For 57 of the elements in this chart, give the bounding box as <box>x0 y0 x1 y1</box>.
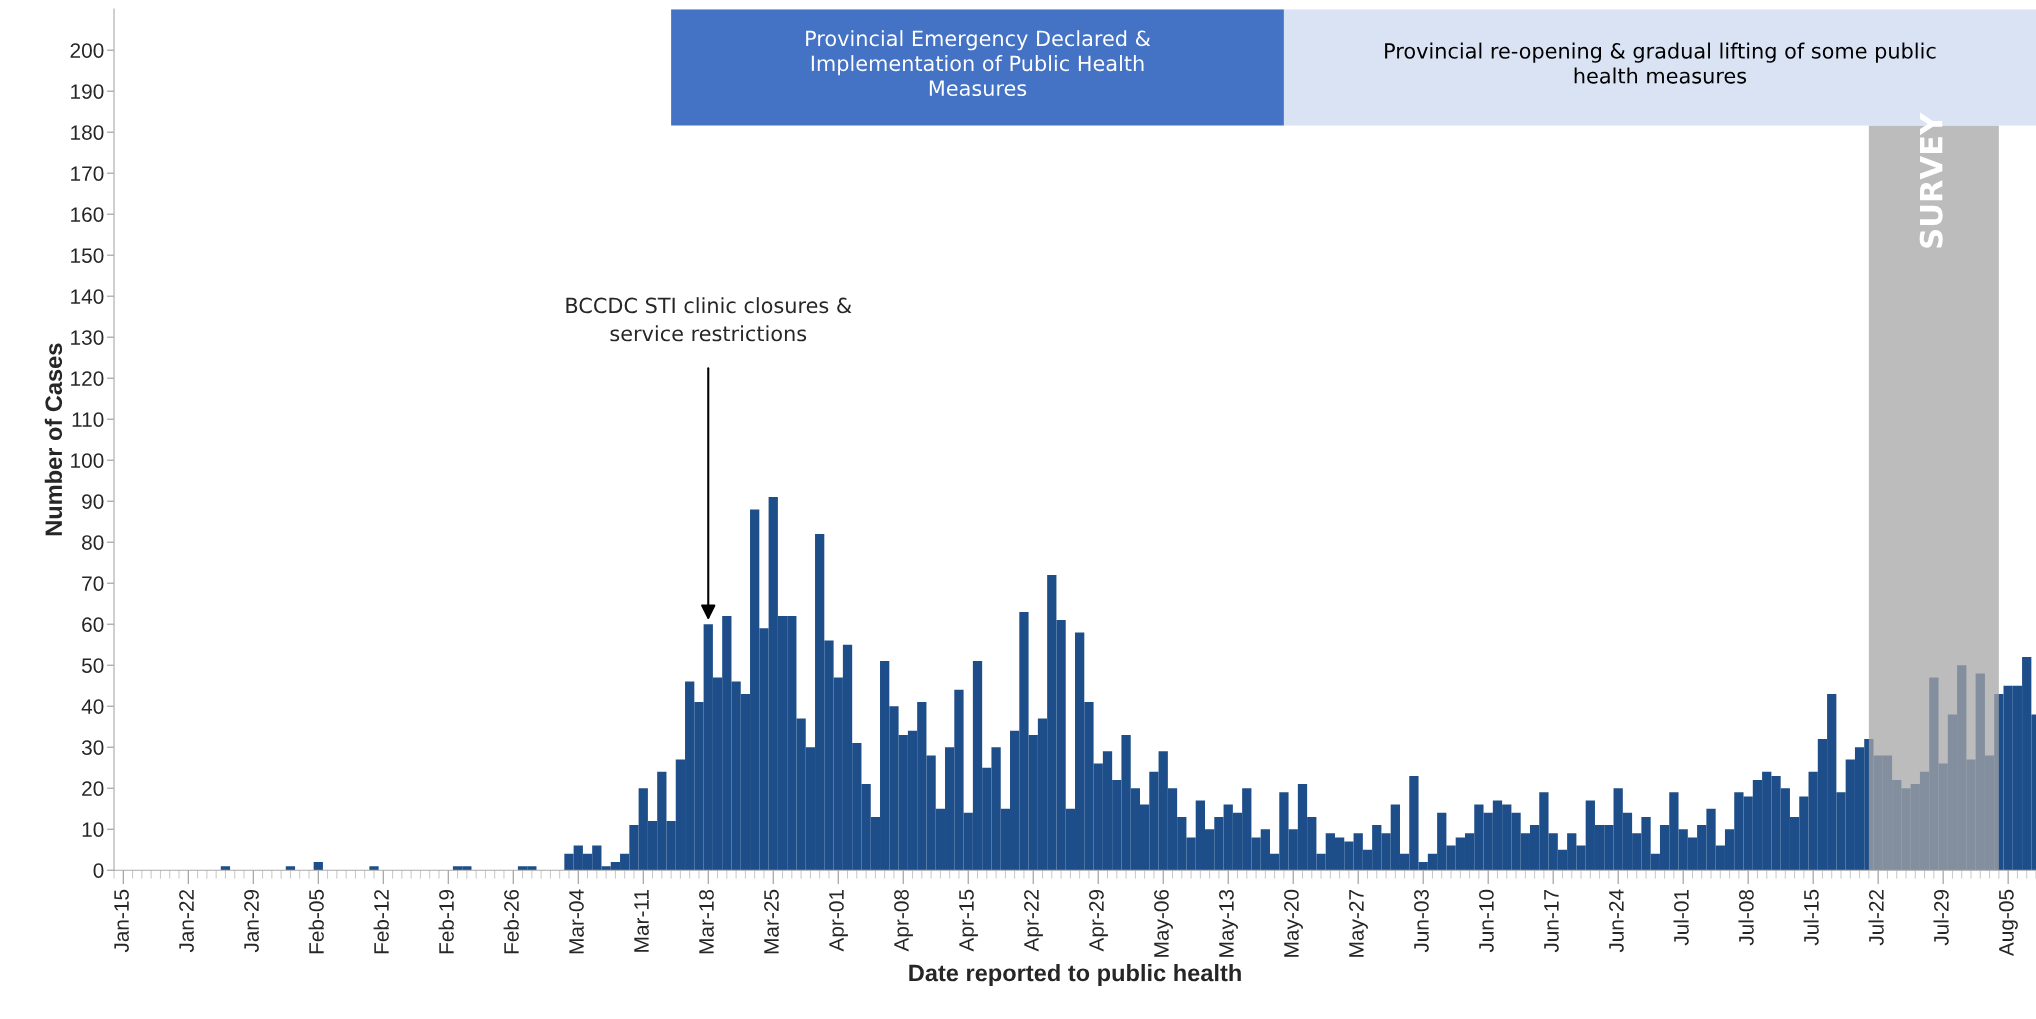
y-axis-title: Number of Cases <box>44 343 63 536</box>
y-tick-label: 130 <box>71 330 104 345</box>
x-tick-label: May-06 <box>1154 889 1173 957</box>
x-tick-label: Mar-18 <box>699 889 714 954</box>
x-tick-label: Apr-15 <box>959 889 978 952</box>
x-tick-label: Jun-17 <box>1544 890 1559 953</box>
y-tick-label: 60 <box>82 617 104 632</box>
x-tick-label: Apr-08 <box>894 889 913 952</box>
y-tick-label: 90 <box>82 494 104 509</box>
x-tick-label: Aug-05 <box>1998 889 2018 957</box>
x-axis-title: Date reported to public health <box>909 963 1241 986</box>
y-tick-label: 30 <box>81 740 104 755</box>
x-tick-label: Jun-03 <box>1414 889 1429 953</box>
y-tick-label: 70 <box>82 576 104 591</box>
band-label: Provincial re-opening & gradual lifting of some public health measures <box>1385 42 1936 84</box>
x-tick-label: May-20 <box>1284 889 1303 957</box>
x-tick-label: May-27 <box>1349 890 1368 957</box>
y-tick-label: 200 <box>70 43 104 58</box>
y-tick-label: 110 <box>72 412 104 427</box>
x-tick-label: Jul-22 <box>1868 890 1884 946</box>
y-tick-label: 190 <box>71 84 104 99</box>
y-tick-label: 100 <box>71 453 104 468</box>
band-label: SURVEY <box>1919 112 1943 248</box>
x-tick-label: Jul-08 <box>1738 889 1754 946</box>
y-tick-label: 160 <box>71 207 104 222</box>
y-tick-label: 170 <box>71 166 104 181</box>
x-tick-label: Mar-04 <box>569 889 584 954</box>
x-tick-label: Jun-10 <box>1479 889 1494 953</box>
x-tick-label: Jul-15 <box>1803 889 1819 946</box>
x-tick-label: Apr-22 <box>1024 890 1043 952</box>
x-tick-label: Jan-22 <box>179 890 194 953</box>
y-tick-label: 10 <box>82 822 104 837</box>
x-tick-label: Feb-26 <box>503 889 519 954</box>
x-tick-label: Feb-05 <box>308 889 324 954</box>
x-tick-label: Jan-15 <box>114 889 129 953</box>
x-tick-label: Jul-29 <box>1933 889 1949 946</box>
y-tick-label: 180 <box>71 125 104 140</box>
x-tick-label: Apr-29 <box>1089 889 1108 952</box>
y-tick-label: 20 <box>82 781 104 796</box>
x-tick-label: Apr-01 <box>829 889 848 952</box>
annotation: BCCDC STI clinic closures & service restrictions <box>566 297 852 342</box>
x-tick-label: May-13 <box>1219 889 1238 957</box>
band-label: Provincial Emergency Declared & Implementation of Public Health Measures <box>806 30 1151 97</box>
x-tick-label: Mar-11 <box>634 889 649 952</box>
y-tick-label: 150 <box>71 248 104 263</box>
y-tick-label: 140 <box>71 289 104 304</box>
x-tick-label: Jun-24 <box>1609 889 1624 953</box>
x-tick-label: Mar-25 <box>764 889 779 954</box>
x-tick-label: Jul-01 <box>1673 889 1689 946</box>
y-tick-label: 40 <box>81 699 104 714</box>
y-tick-label: 80 <box>82 535 104 550</box>
y-tick-label: 120 <box>71 371 104 386</box>
y-tick-label: 0 <box>93 863 104 878</box>
x-tick-label: Jan-29 <box>244 889 259 953</box>
y-tick-label: 50 <box>81 658 104 673</box>
x-tick-label: Feb-12 <box>373 890 389 954</box>
x-tick-label: Feb-19 <box>438 889 454 954</box>
